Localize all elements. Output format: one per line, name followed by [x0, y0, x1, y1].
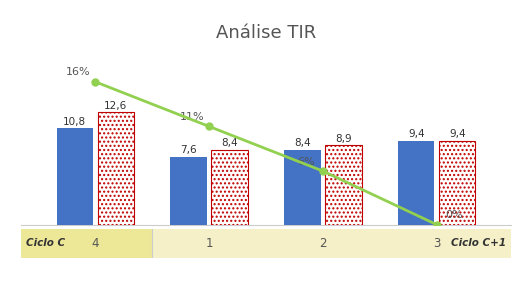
Text: Ciclo C: Ciclo C	[26, 238, 65, 248]
Text: 0%: 0%	[445, 210, 463, 220]
Text: 7,6: 7,6	[180, 145, 197, 156]
Text: 11%: 11%	[180, 112, 204, 122]
Text: 3: 3	[433, 237, 440, 250]
Text: 1: 1	[205, 237, 213, 250]
Bar	[21, 229, 152, 258]
Bar	[325, 145, 362, 225]
Text: Ciclo C+1: Ciclo C+1	[451, 238, 506, 248]
Bar	[398, 141, 435, 225]
Text: 8,4: 8,4	[221, 138, 238, 148]
Bar	[97, 112, 134, 225]
Bar	[211, 150, 248, 225]
Text: 8,4: 8,4	[294, 138, 311, 148]
Text: 12,6: 12,6	[104, 101, 127, 111]
Title: Análise TIR: Análise TIR	[216, 24, 316, 42]
Bar	[170, 157, 207, 225]
Bar	[284, 150, 321, 225]
Bar	[56, 128, 93, 225]
Text: 8,9: 8,9	[335, 134, 352, 144]
Text: 4: 4	[92, 237, 99, 250]
Text: 9,4: 9,4	[449, 129, 466, 139]
Text: 6%: 6%	[297, 157, 314, 166]
Text: 2: 2	[319, 237, 327, 250]
Text: 16%: 16%	[66, 67, 90, 77]
Bar	[439, 141, 476, 225]
Text: 9,4: 9,4	[408, 129, 425, 139]
Text: 10,8: 10,8	[63, 117, 86, 127]
